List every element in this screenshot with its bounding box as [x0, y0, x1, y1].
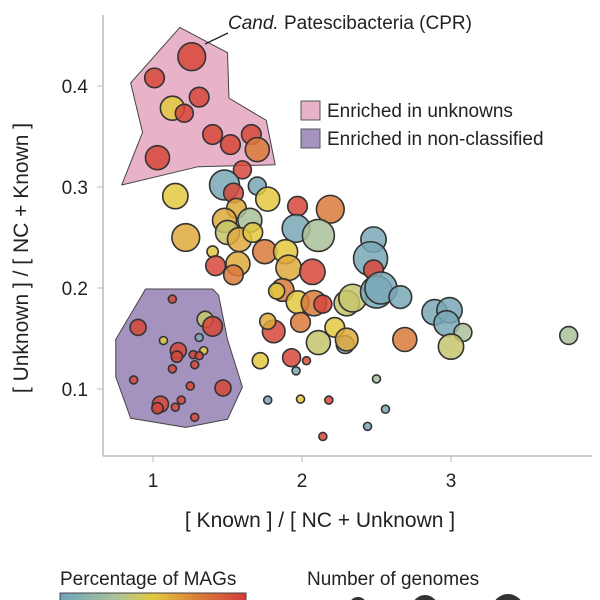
y-axis-label: [ Unknown ] / [ NC + Known ] — [10, 123, 33, 393]
data-point — [143, 67, 166, 89]
data-point — [129, 318, 147, 337]
data-point — [334, 327, 359, 352]
x-axis-label: [ Known ] / [ NC + Unknown ] — [185, 509, 455, 532]
y-tick-label: 0.2 — [62, 279, 88, 300]
data-point — [301, 355, 312, 366]
data-point — [194, 332, 204, 343]
x-tick-label: 1 — [148, 471, 159, 492]
data-point — [170, 402, 181, 412]
data-point — [392, 326, 418, 353]
y-tick-label: 0.1 — [62, 380, 88, 401]
data-point — [254, 186, 281, 212]
data-point — [185, 381, 196, 391]
data-point — [286, 195, 309, 217]
ticks-layer: 1 2 3 0.1 0.2 0.3 0.4 — [62, 77, 457, 492]
size-legend-circle-medium — [414, 595, 436, 600]
data-point — [194, 350, 204, 361]
data-point — [167, 363, 178, 374]
data-point — [324, 395, 334, 405]
data-point — [362, 421, 373, 432]
data-point — [295, 394, 306, 404]
data-point — [258, 312, 277, 331]
data-point — [167, 294, 178, 304]
data-point — [281, 347, 302, 368]
data-point — [188, 86, 210, 108]
data-point — [202, 123, 224, 146]
x-tick-label: 2 — [297, 471, 308, 492]
color-legend-bar — [59, 592, 247, 600]
y-tick-label: 0.3 — [62, 178, 88, 199]
size-legend-circle-large — [495, 594, 521, 600]
x-tick-label: 3 — [446, 471, 457, 492]
data-point — [313, 294, 333, 314]
data-point — [371, 374, 382, 384]
data-point — [262, 395, 273, 405]
data-point — [291, 366, 301, 376]
data-point — [176, 395, 187, 405]
data-point — [144, 144, 171, 171]
data-point — [251, 351, 270, 370]
annotation-leader-line — [204, 32, 229, 45]
data-point — [202, 315, 224, 337]
legend-label-unknowns: Enriched in unknowns — [327, 101, 513, 122]
data-point — [158, 335, 169, 346]
data-point — [315, 194, 345, 224]
data-point — [170, 350, 184, 364]
data-point — [174, 103, 195, 124]
legend-swatch-unknowns — [300, 100, 321, 121]
legend-swatch-non-classified — [300, 128, 321, 149]
data-point — [289, 311, 312, 333]
data-point — [301, 218, 336, 253]
legend-label-non-classified: Enriched in non-classified — [327, 129, 544, 150]
data-point — [171, 222, 201, 253]
data-point — [388, 284, 413, 310]
data-point — [214, 379, 232, 397]
data-point — [267, 282, 286, 300]
data-point — [151, 401, 164, 415]
data-point — [305, 329, 332, 356]
data-point — [189, 359, 200, 370]
size-legend-title: Number of genomes — [307, 569, 479, 590]
data-point — [318, 431, 328, 442]
data-point — [189, 412, 200, 423]
data-point — [275, 254, 303, 282]
size-legend-circle-small — [351, 597, 365, 600]
data-point — [380, 404, 391, 415]
data-point — [298, 258, 326, 286]
data-point — [219, 133, 242, 156]
data-point — [558, 325, 579, 346]
points-layer — [128, 42, 579, 442]
data-point — [232, 160, 253, 180]
color-legend-title: Percentage of MAGs — [60, 569, 236, 590]
data-point — [222, 264, 245, 286]
data-point — [161, 182, 189, 210]
data-point — [204, 255, 227, 277]
annotation-label: Cand. Patescibacteria (CPR) — [228, 13, 472, 34]
data-point — [242, 221, 264, 244]
data-point — [244, 136, 271, 163]
data-point — [437, 333, 465, 361]
data-point — [128, 375, 139, 385]
y-tick-label: 0.4 — [62, 77, 89, 98]
data-point — [177, 42, 207, 72]
